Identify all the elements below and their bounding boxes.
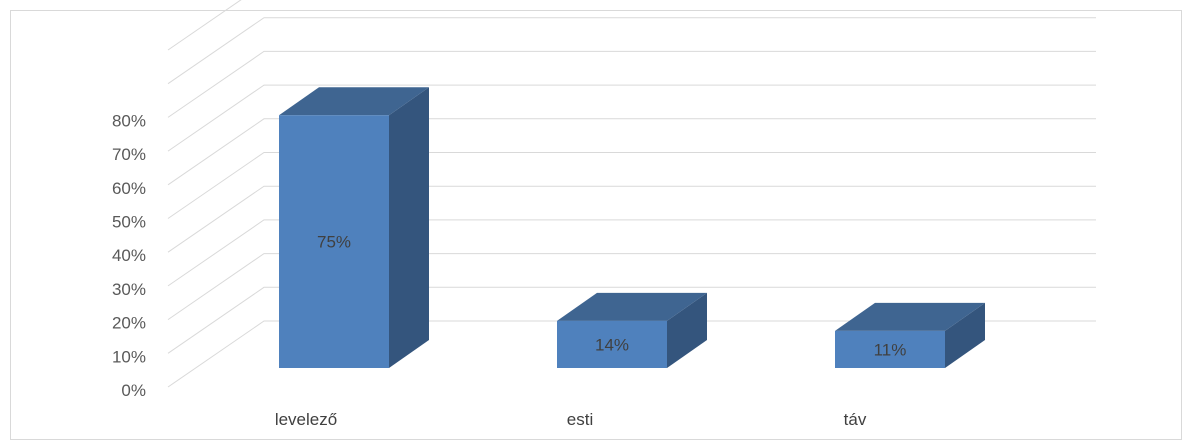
x-axis-categories: levelező esti táv: [275, 410, 867, 429]
y-tick-label: 40%: [112, 246, 146, 265]
y-tick-label: 60%: [112, 179, 146, 198]
gridline: [167, 50, 1096, 118]
gridline: [167, 286, 1096, 354]
data-label: 11%: [874, 340, 907, 359]
gridline: [167, 320, 1096, 388]
gridline: [167, 118, 1096, 186]
bar-front: [279, 115, 389, 368]
data-label: 75%: [317, 233, 351, 252]
bar-táv: 11%: [835, 302, 985, 368]
bar-front: [557, 320, 667, 368]
bar-side: [389, 87, 429, 368]
bar-front: [835, 330, 945, 368]
y-axis-ticks: 0% 10% 20% 30% 40% 50% 60% 70% 80%: [112, 111, 146, 400]
gridline: [167, 0, 242, 51]
y-tick-label: 50%: [112, 213, 146, 232]
gridline: [167, 219, 1096, 287]
bar-levelező: 75%: [279, 87, 429, 368]
y-tick-label: 30%: [112, 280, 146, 299]
y-tick-label: 80%: [112, 111, 146, 130]
category-label: esti: [567, 410, 593, 429]
data-label: 14%: [595, 335, 629, 354]
bar-top: [835, 302, 985, 331]
bar-top: [557, 292, 707, 321]
bar-esti: 14%: [557, 292, 707, 368]
gridline: [167, 253, 1096, 321]
gridline: [167, 17, 1096, 85]
bars: 75% 14% 11%: [279, 87, 985, 368]
category-label: levelező: [275, 410, 337, 429]
y-tick-label: 20%: [112, 314, 146, 333]
gridline: [167, 84, 1096, 152]
y-tick-label: 0%: [121, 381, 146, 400]
category-label: táv: [844, 410, 867, 429]
y-tick-label: 70%: [112, 145, 146, 164]
bar-side: [945, 302, 985, 368]
chart-area: [10, 10, 1182, 440]
gridline: [167, 185, 1096, 253]
y-tick-label: 10%: [112, 347, 146, 366]
gridline: [167, 152, 1096, 219]
bar-top: [279, 87, 429, 116]
bar-side: [667, 292, 707, 368]
gridlines: [167, 0, 1096, 388]
